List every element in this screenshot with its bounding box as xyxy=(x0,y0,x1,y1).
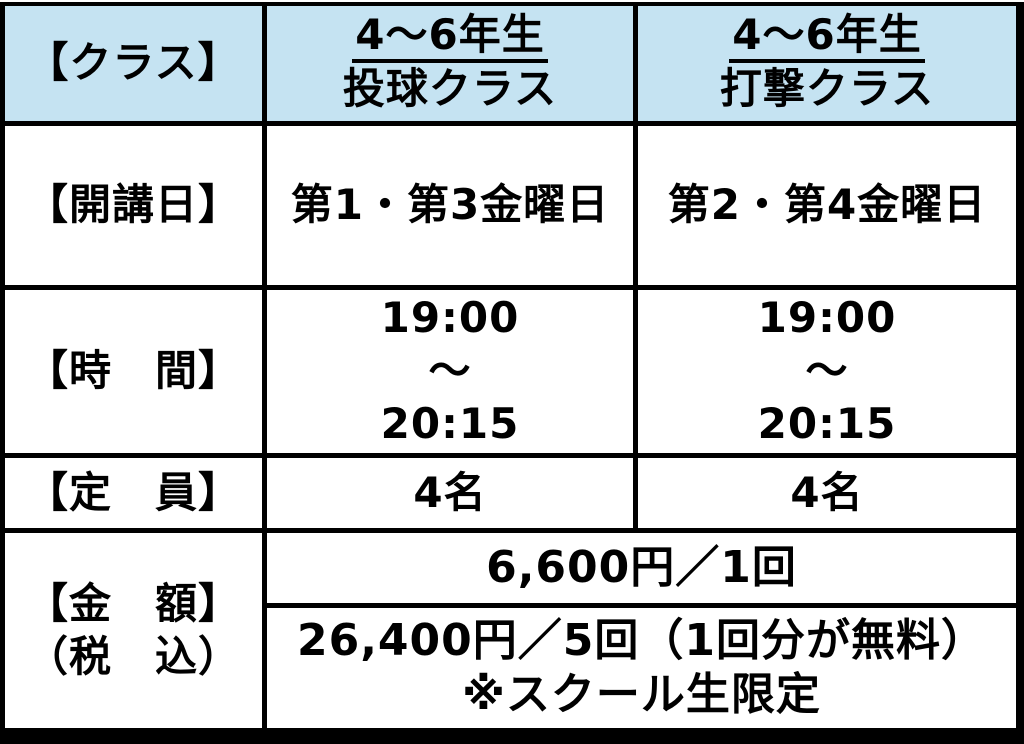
pitching-time-cell: 19:00 ～ 20:15 xyxy=(267,290,633,453)
pitching-grade-label: 4～6年生 xyxy=(352,11,548,64)
pitching-capacity-cell: 4名 xyxy=(267,458,633,528)
price-per-session-cell: 6,600円／1回 xyxy=(267,533,1016,603)
header-class-cell: 【クラス】 xyxy=(5,6,262,121)
capacity-row-label: 【定 員】 xyxy=(25,467,241,517)
batting-time-cell: 19:00 ～ 20:15 xyxy=(638,290,1016,453)
pitching-date-value: 第1・第3金曜日 xyxy=(290,180,610,230)
batting-capacity-cell: 4名 xyxy=(638,458,1016,528)
header-class-label: 【クラス】 xyxy=(26,38,241,88)
time-row-label-cell: 【時 間】 xyxy=(5,290,262,453)
batting-date-value: 第2・第4金曜日 xyxy=(667,180,987,230)
price-bundle-value: 26,400円／5回（1回分が無料） xyxy=(296,615,987,667)
batting-grade-label: 4～6年生 xyxy=(729,11,925,64)
pitching-time-separator: ～ xyxy=(428,346,472,396)
price-row-label-line1: 【金 額】 xyxy=(25,578,241,628)
pitching-time-start: 19:00 xyxy=(380,293,520,343)
header-pitching-class-cell: 4～6年生 投球クラス xyxy=(267,6,633,121)
batting-time-end: 20:15 xyxy=(757,398,897,448)
price-row-label-cell: 【金 額】 （税 込） xyxy=(5,533,262,728)
pitching-capacity-value: 4名 xyxy=(413,467,487,517)
batting-capacity-value: 4名 xyxy=(790,467,864,517)
pitching-class-name: 投球クラス xyxy=(342,64,558,114)
capacity-row-label-cell: 【定 員】 xyxy=(5,458,262,528)
time-row-label: 【時 間】 xyxy=(25,346,241,396)
header-batting-class-cell: 4～6年生 打撃クラス xyxy=(638,6,1016,121)
pitching-time-end: 20:15 xyxy=(380,398,520,448)
date-row-label-cell: 【開講日】 xyxy=(5,126,262,285)
pitching-date-cell: 第1・第3金曜日 xyxy=(267,126,633,285)
batting-class-name: 打撃クラス xyxy=(719,64,935,114)
price-row-label-line2: （税 込） xyxy=(25,631,241,681)
batting-date-cell: 第2・第4金曜日 xyxy=(638,126,1016,285)
batting-time-start: 19:00 xyxy=(757,293,897,343)
price-per-session-value: 6,600円／1回 xyxy=(486,542,797,594)
batting-time-separator: ～ xyxy=(805,346,849,396)
date-row-label: 【開講日】 xyxy=(25,180,241,230)
price-bundle-note: ※スクール生限定 xyxy=(462,669,821,720)
price-bundle-cell: 26,400円／5回（1回分が無料） ※スクール生限定 xyxy=(267,608,1016,728)
